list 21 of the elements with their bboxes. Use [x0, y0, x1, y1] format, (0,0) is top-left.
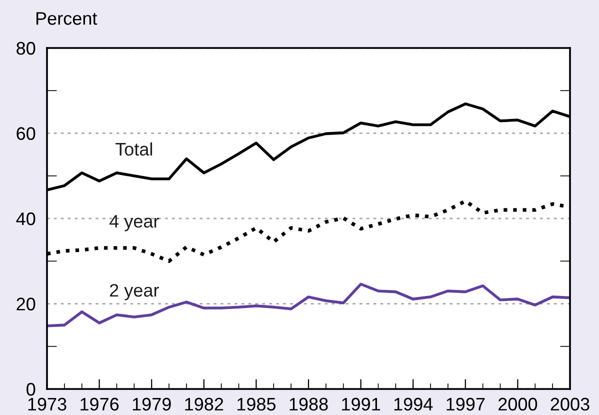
y-axis-title: Percent — [36, 12, 98, 25]
x-tick-label: 1985 — [237, 398, 276, 411]
line-series — [47, 282, 570, 328]
y-tick-label: 60 — [16, 127, 36, 140]
x-tick-label: 1979 — [132, 398, 171, 411]
x-tick-label: 1997 — [446, 398, 485, 411]
series-label: 4 year — [109, 215, 159, 232]
x-tick-label: 2003 — [550, 398, 590, 411]
x-tick-label: 1976 — [80, 398, 119, 411]
y-tick-label: 80 — [16, 42, 36, 55]
series-label: Total — [116, 142, 152, 156]
x-tick-label: 1973 — [28, 398, 66, 411]
y-tick-label: 20 — [16, 298, 36, 310]
y-tick-label: 40 — [16, 212, 36, 226]
x-tick-label: 2000 — [498, 398, 538, 411]
x-tick-label: 1994 — [394, 398, 433, 411]
x-tick-label: 1991 — [342, 398, 380, 411]
x-tick-label: 1988 — [290, 398, 328, 411]
x-tick-label: 1982 — [185, 398, 224, 411]
series-label: 2 year — [110, 284, 159, 300]
y-tick-label: 0 — [26, 382, 36, 396]
